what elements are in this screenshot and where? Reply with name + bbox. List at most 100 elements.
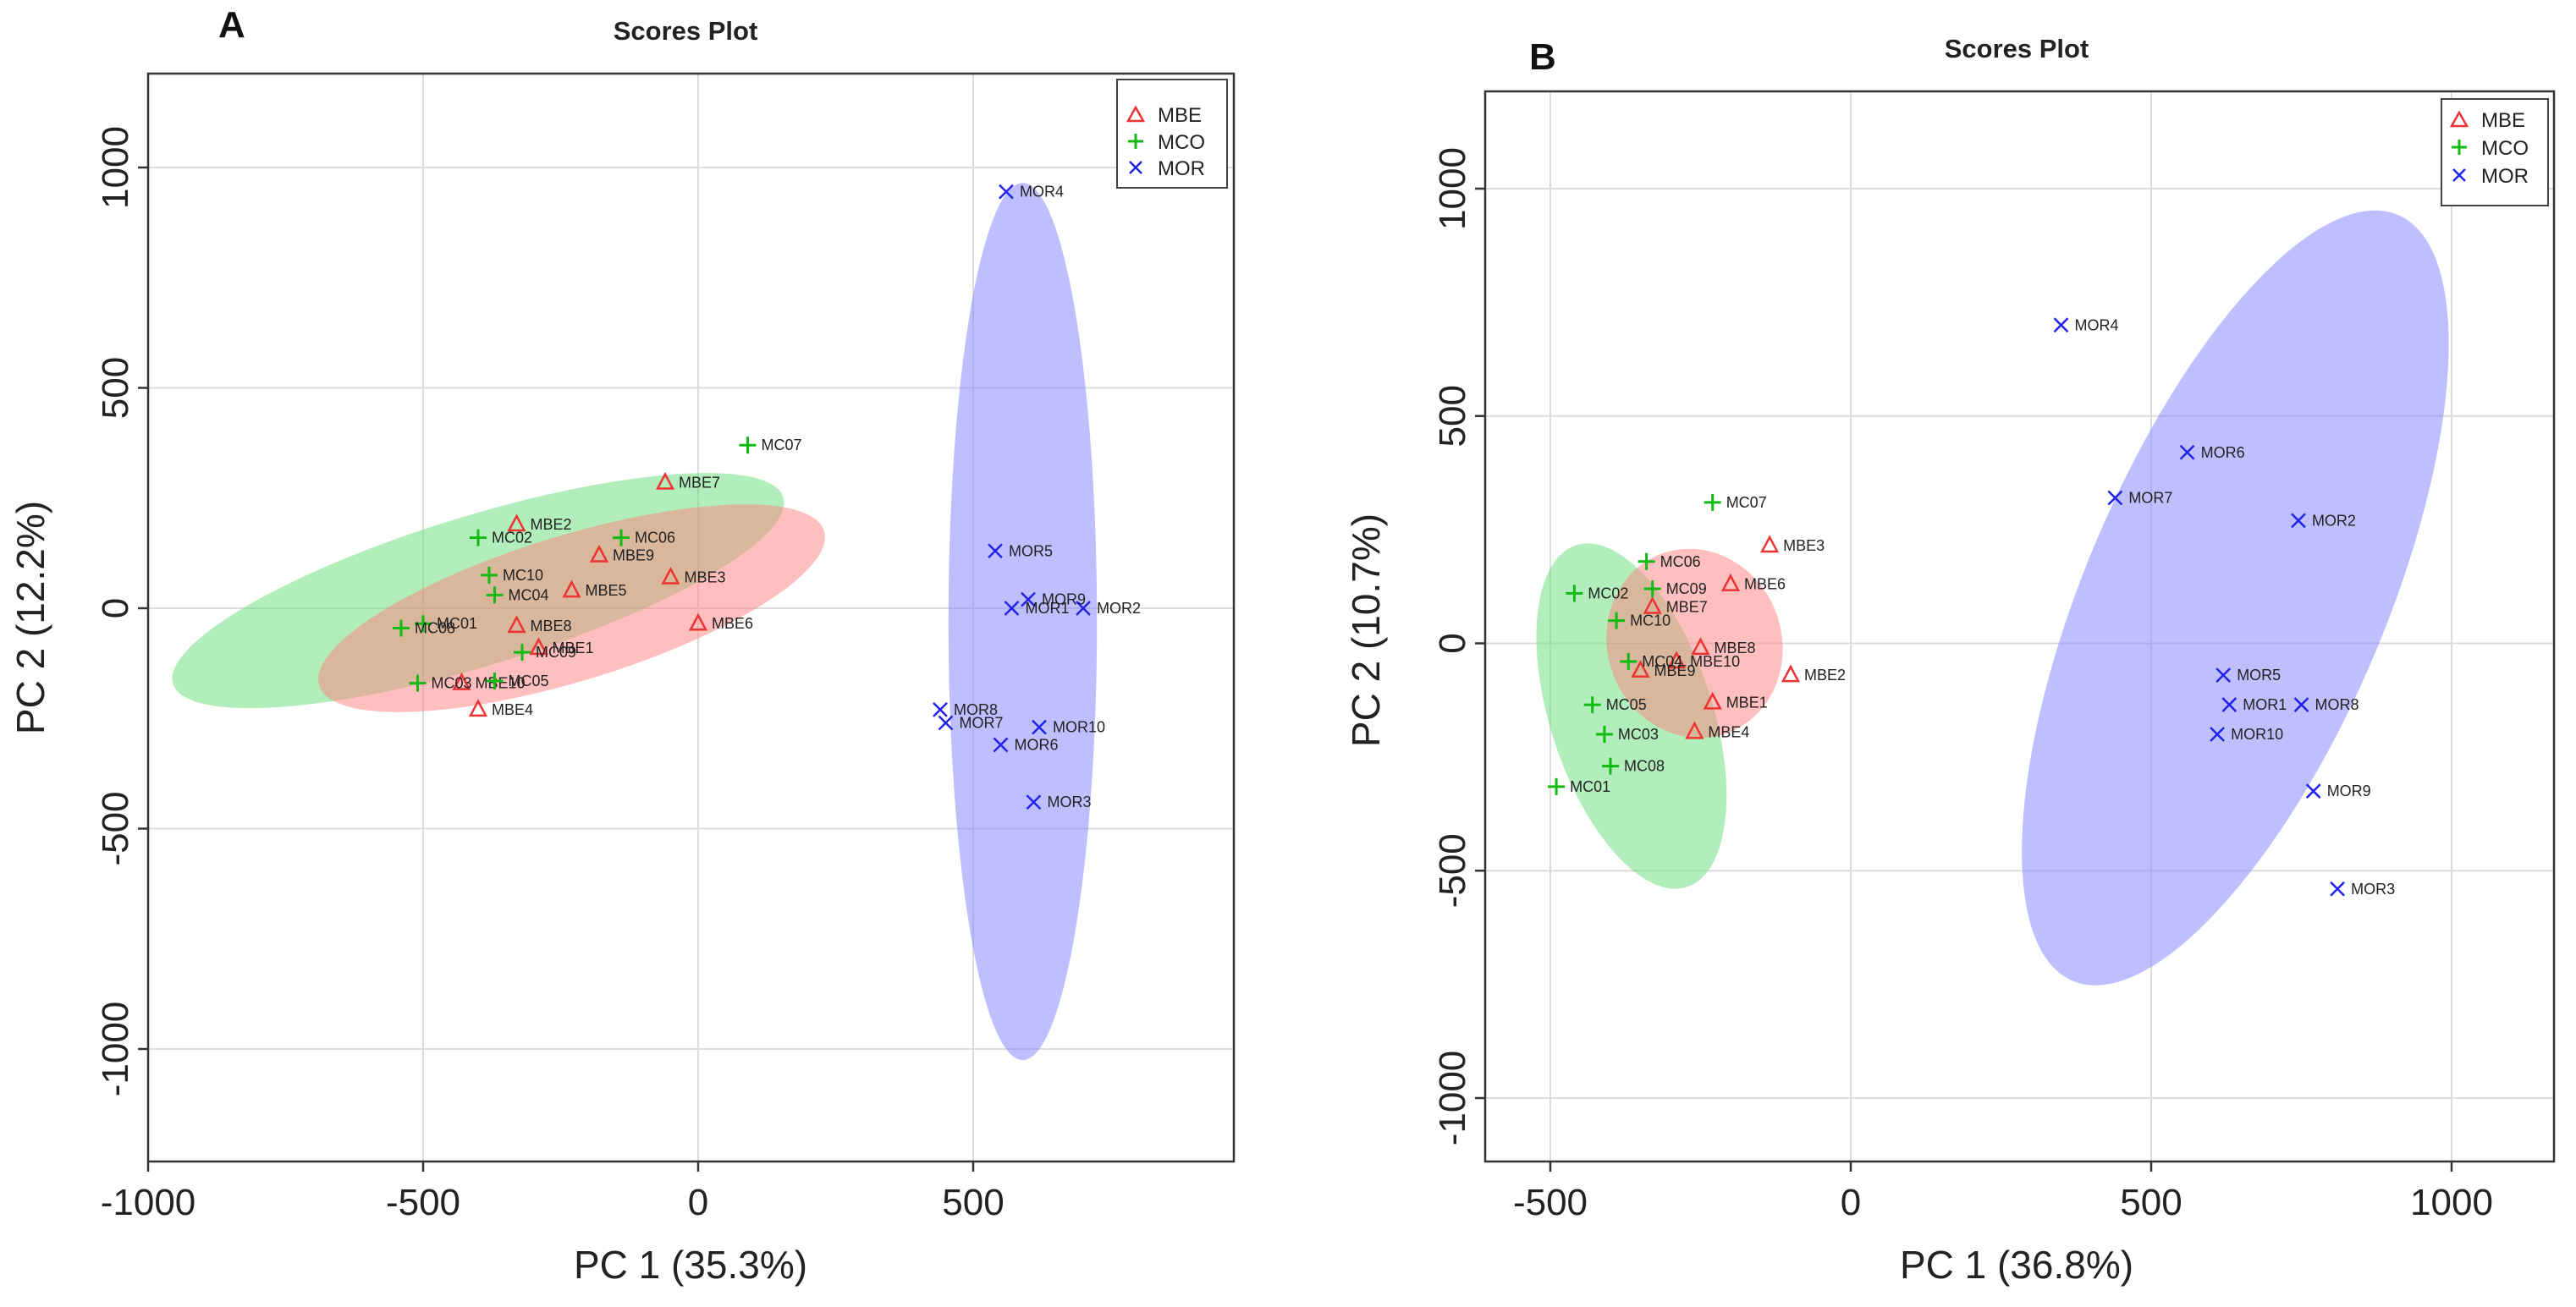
panel-b-point-label-mc05: MC05 [1606,696,1647,713]
panel-a-ellipse-mor [948,183,1098,1061]
panel-b-point-mbe8 [1691,637,1710,656]
panel-a-point-mor9 [1021,591,1036,607]
panel-a-point-label-mbe3: MBE3 [685,569,726,586]
panel-b-x-tick-label: 0 [1841,1182,1861,1223]
panel-a-point-label-mbe8: MBE8 [531,618,572,634]
panel-a-point-label-mc04: MC04 [509,586,549,603]
panel-a-point-label-mbe10: MBE10 [476,675,526,692]
panel-b-point-mc06 [1638,552,1655,570]
panel-a-point-label-mor8: MOR8 [954,701,998,718]
panel-a-ellipse-mbe [318,504,825,712]
panel-b-y-tick-label: 1000 [1432,147,1473,230]
panel-a-points: MBE2 MBE7 MBE9 MBE3 MBE5 MBE6 MBE8 MBE1 MBE10 MBE… [393,184,1141,810]
panel-b-title: Scores Plot [1945,34,2089,63]
panel-a-y-tick-label: -500 [95,791,136,865]
panel-b-point-label-mor4: MOR4 [2075,316,2119,333]
panel-b-point-label-mc06: MC06 [1660,553,1701,570]
panel-b-point-label-mc01: MC01 [1570,778,1610,795]
panel-b-point-mbe9 [1631,660,1650,678]
panel-b-x-tick-label: 500 [2120,1182,2182,1223]
panel-a-x-tick-label: -1000 [101,1182,196,1223]
panel-b-point-mor9 [2305,783,2321,799]
panel-a-point-mbe10 [452,672,471,690]
panel-a-point-label-mbe1: MBE1 [553,640,594,656]
panel-a-point-mc10 [481,566,498,584]
panel-a-legend-mco: MCO [1158,131,1205,154]
panel-a-point-label-mbe5: MBE5 [586,582,627,599]
panel-a-point-label-mc05: MC05 [509,673,549,689]
panel-b-plot-frame [1483,90,2556,1163]
panel-b-ellipses [1536,210,2449,986]
panel-a-point-mc01 [415,615,432,633]
panel-a-y-tick-label: -1000 [95,1002,136,1097]
panel-b-point-mor2 [2291,513,2306,529]
panel-b-point-label-mbe7: MBE7 [1666,599,1708,616]
panel-b-point-mbe6 [1720,573,1741,591]
legend-mco-plus-icon [2452,140,2467,155]
panel-b-y-tick-label: -500 [1432,833,1473,908]
panel-b-ticks: -500 0 500 1000 -1000 -500 0 500 1000 [1432,147,2493,1223]
panel-b-x-tick-label: 1000 [2410,1182,2493,1223]
panel-a-point-mor10 [1032,719,1047,735]
panel-b-point-label-mor5: MOR5 [2237,667,2281,684]
panel-b-point-label-mor9: MOR9 [2327,783,2371,799]
panel-a-point-mbe1 [529,637,548,656]
panel-b-point-mc04 [1620,653,1638,670]
panel-a-ticks: -1000 -500 0 500 -1000 -500 0 500 1000 [95,126,1005,1223]
panel-a-title: Scores Plot [614,16,758,46]
panel-b-point-label-mc04: MC04 [1642,653,1682,670]
panel-a-point-label-mor9: MOR9 [1042,591,1086,608]
panel-b-point-mor7 [2107,490,2123,506]
panel-a-point-mc05 [486,672,504,689]
panel-b-point-label-mbe9: MBE9 [1654,662,1696,679]
panel-b-point-mc05 [1583,696,1601,714]
panel-b-point-label-mor6: MOR6 [2201,444,2245,461]
panel-b-point-mbe3 [1760,535,1780,553]
panel-a-point-mor5 [988,543,1003,559]
panel-b-point-label-mbe8: MBE8 [1715,640,1756,656]
panel-a-point-mbe2 [507,513,526,532]
panel-a-point-mor4 [999,184,1014,200]
panel-a-point-label-mbe4: MBE4 [492,701,533,718]
panel-b-point-mc08 [1602,757,1619,775]
panel-b-point-label-mor8: MOR8 [2315,696,2359,713]
panel-a-point-label-mc02: MC02 [492,530,532,546]
panel-b-point-mor10 [2210,727,2225,742]
panel-b-point-mc10 [1608,612,1626,629]
panel-b-legend: MBE MCO MOR [2441,98,2549,206]
panel-a-point-mbe4 [468,699,488,717]
panel-b-point-label-mor7: MOR7 [2128,490,2172,507]
legend-mbe-triangle-icon [2449,110,2469,128]
panel-b-point-mor4 [2053,317,2069,333]
panel-b-point-label-mor10: MOR10 [2231,726,2283,743]
panel-b-point-label-mbe10: MBE10 [1690,653,1740,670]
panel-a-y-tick-label: 500 [95,357,136,419]
panel-a-point-label-mc08: MC08 [415,619,455,636]
panel-a-point-label-mor2: MOR2 [1097,600,1141,617]
panel-a-point-mc06 [613,529,630,546]
panel-a-point-label-mbe2: MBE2 [531,516,572,533]
panel-b-point-label-mor1: MOR1 [2243,696,2287,713]
panel-b-point-label-mc02: MC02 [1588,585,1628,601]
panel-a-point-label-mc01: MC01 [437,615,477,632]
panel-a-point-mc04 [486,586,504,604]
panel-a-y-tick-label: 1000 [95,126,136,209]
panel-a-point-mor1 [1004,601,1020,616]
panel-a-legend: MBE MCO MOR [1116,79,1228,189]
panel-b-point-mor8 [2293,697,2309,712]
panel-a-point-mbe9 [589,544,609,563]
panel-b-point-label-mc07: MC07 [1726,494,1767,511]
panel-a-point-mbe3 [661,566,680,585]
panel-a-point-label-mc06: MC06 [635,530,675,546]
panel-b-point-label-mc03: MC03 [1618,726,1659,743]
panel-b-point-label-mbe4: MBE4 [1708,723,1749,740]
panel-a-x-tick-label: -500 [386,1182,460,1223]
panel-b-point-mbe1 [1703,691,1722,710]
panel-a-point-mor7 [938,715,954,731]
panel-b-point-mbe4 [1685,721,1704,739]
panel-b-point-mor1 [2221,697,2237,712]
panel-a-point-label-mor6: MOR6 [1015,737,1059,754]
panel-b-point-mc07 [1704,493,1721,511]
